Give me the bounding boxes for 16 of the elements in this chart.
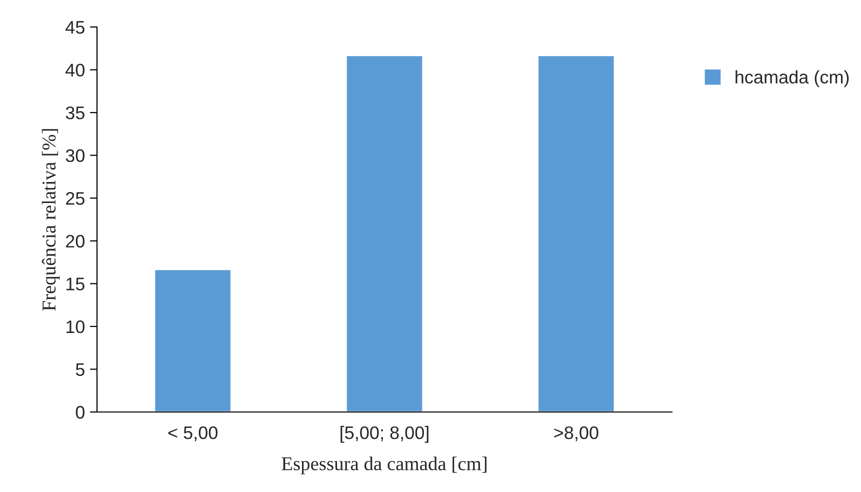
x-tick-label: < 5,00 [168,426,218,442]
y-tick-label: 10 [66,320,84,334]
y-axis-title: Frequência relativa [%] [42,129,60,311]
x-tick-label: >8,00 [554,426,598,442]
y-tick-label: 35 [66,106,84,120]
x-axis-title: Espessura da camada [cm] [282,456,486,474]
y-tick-label: 40 [66,64,84,76]
y-tick-label: 45 [66,21,84,34]
legend-label: hcamada (cm) [736,70,849,88]
y-tick-label: 20 [66,234,84,248]
y-tick-label: 25 [66,192,84,205]
y-tick-label: 0 [76,406,84,419]
y-tick-label: 15 [66,278,84,290]
x-tick-label: [5,00; 8,00] [340,426,428,443]
y-tick-label: 30 [66,149,84,162]
y-tick-label: 5 [76,363,84,376]
